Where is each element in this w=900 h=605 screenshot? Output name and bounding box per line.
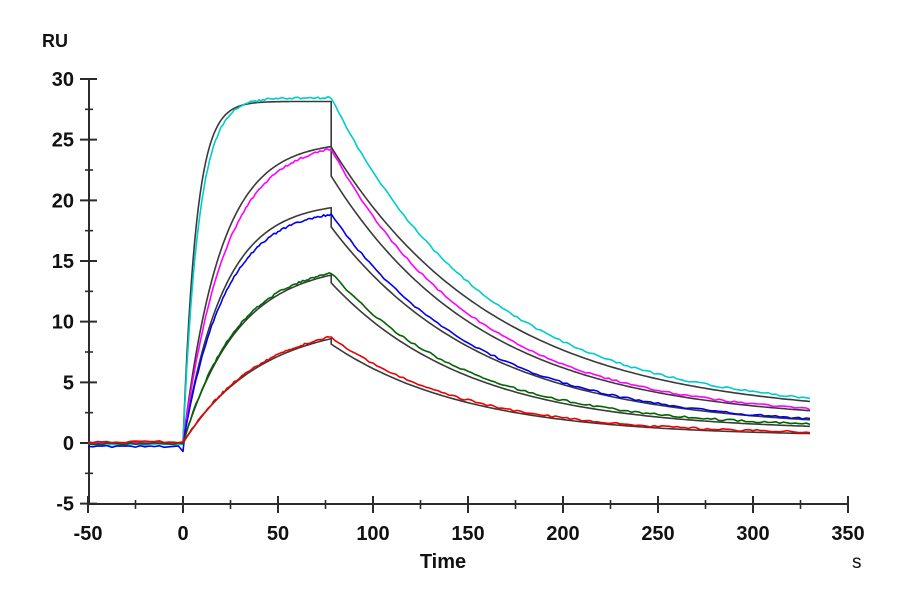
y-tick-label: 0 bbox=[63, 433, 74, 455]
x-tick-label: 350 bbox=[831, 523, 864, 545]
fit-line-curve-5-lowest bbox=[88, 337, 811, 444]
fit-line-curve-1-highest bbox=[88, 100, 811, 444]
y-tick-label: 20 bbox=[52, 190, 74, 212]
x-tick-label: 50 bbox=[267, 523, 289, 545]
y-tick-label: 5 bbox=[63, 372, 74, 394]
x-tick-label: 250 bbox=[641, 523, 674, 545]
data-line-curve-5-lowest bbox=[87, 335, 811, 444]
x-tick-label: 0 bbox=[177, 523, 188, 545]
y-tick-label: 30 bbox=[52, 69, 74, 91]
x-tick-label: 100 bbox=[356, 523, 389, 545]
x-axis-title: Time bbox=[420, 551, 466, 573]
y-tick-label: 15 bbox=[52, 251, 74, 273]
data-line-curve-3 bbox=[87, 213, 811, 453]
y-tick-label: 25 bbox=[52, 130, 74, 152]
x-tick-label: 150 bbox=[451, 523, 484, 545]
data-line-curve-1-highest bbox=[87, 96, 811, 447]
data-line-curve-4 bbox=[87, 271, 811, 446]
y-tick-label: 10 bbox=[52, 312, 74, 334]
fit-line-curve-3 bbox=[88, 206, 811, 444]
x-tick-label: 300 bbox=[736, 523, 769, 545]
x-tick-label: 200 bbox=[546, 523, 579, 545]
fit-line-curve-2 bbox=[88, 145, 811, 444]
x-axis-unit-label: s bbox=[852, 552, 862, 573]
data-line-curve-2 bbox=[87, 148, 811, 445]
y-axis-unit-label: RU bbox=[42, 31, 68, 51]
x-tick-label: -50 bbox=[74, 523, 103, 545]
y-tick-label: -5 bbox=[56, 494, 74, 516]
